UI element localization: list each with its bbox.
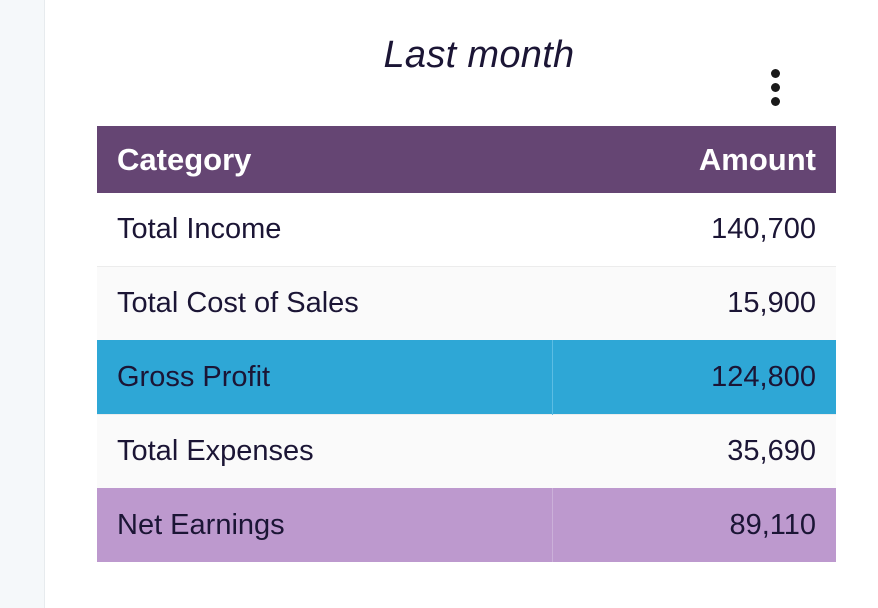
widget-title: Last month xyxy=(383,34,575,76)
kebab-dot xyxy=(771,83,780,92)
table-row-net-earnings: Net Earnings 89,110 xyxy=(97,488,836,562)
left-sidebar-edge xyxy=(0,0,45,608)
row-amount: 15,900 xyxy=(552,266,836,341)
table-row: Total Cost of Sales 15,900 xyxy=(97,266,836,341)
profit-summary-widget: Last month Category Amount Total Income … xyxy=(45,0,878,608)
row-category: Total Income xyxy=(97,193,553,267)
table-row: Total Expenses 35,690 xyxy=(97,414,836,489)
row-category: Total Cost of Sales xyxy=(97,266,553,341)
row-amount: 140,700 xyxy=(552,193,836,267)
row-category: Gross Profit xyxy=(97,340,553,415)
row-amount: 89,110 xyxy=(552,488,836,562)
table-header-row: Category Amount xyxy=(97,126,836,193)
table-row-gross-profit: Gross Profit 124,800 xyxy=(97,340,836,415)
row-amount: 124,800 xyxy=(552,340,836,415)
row-amount: 35,690 xyxy=(552,414,836,489)
table-row: Total Income 140,700 xyxy=(97,193,836,267)
row-category: Total Expenses xyxy=(97,414,553,489)
row-category: Net Earnings xyxy=(97,488,553,562)
kebab-dot xyxy=(771,97,780,106)
kebab-dot xyxy=(771,69,780,78)
more-vertical-icon[interactable] xyxy=(761,66,791,110)
column-header-amount[interactable]: Amount xyxy=(552,126,836,193)
summary-table: Category Amount Total Income 140,700 Tot… xyxy=(97,126,836,562)
column-header-category[interactable]: Category xyxy=(97,126,553,193)
